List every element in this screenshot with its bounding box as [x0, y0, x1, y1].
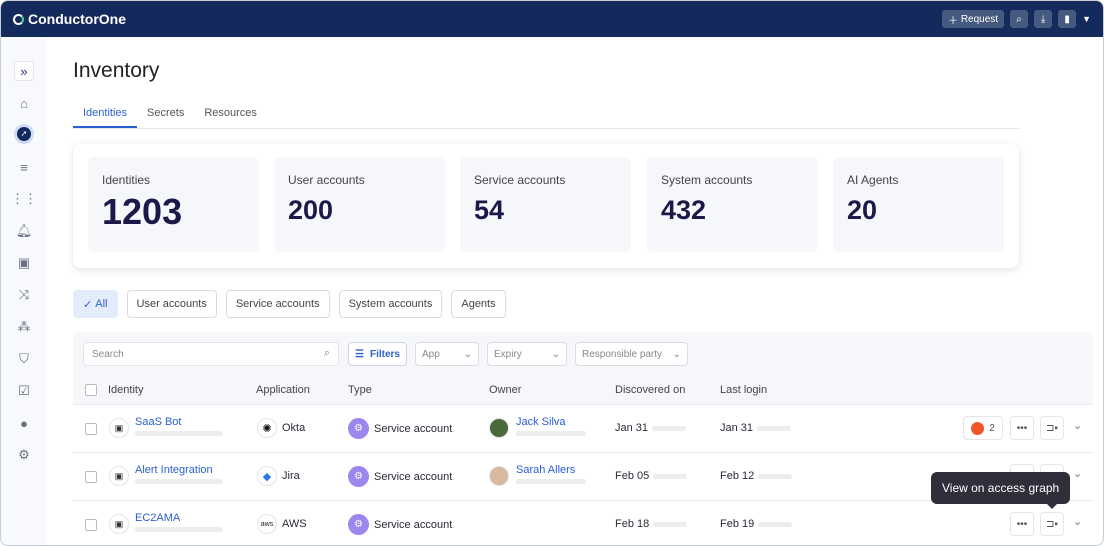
sliders-icon: ☰	[355, 349, 364, 360]
caret-down-icon[interactable]: ▼	[1082, 14, 1091, 24]
stats-card: Identities 1203 User accounts 200 Service …	[73, 144, 1019, 268]
directory-icon[interactable]: ▣	[17, 255, 31, 270]
chip-agents[interactable]: Agents	[451, 290, 506, 318]
access-graph-button[interactable]: ⊐▪	[1040, 512, 1064, 536]
stat-user-accounts: User accounts 200	[274, 157, 445, 252]
page-title: Inventory	[73, 59, 160, 82]
filter-chips: ✓ All User accounts Service accounts Sys…	[73, 290, 506, 318]
service-account-icon: ⚙	[348, 466, 369, 487]
alert-icon[interactable]: 🔔︎	[15, 223, 33, 238]
tab-resources[interactable]: Resources	[204, 107, 257, 119]
table-row[interactable]: ▣ SaaS Bot ✺ Okta ⚙ Service account Jack …	[73, 404, 1093, 452]
expand-row-chevron-icon[interactable]: ⌄	[1073, 420, 1083, 432]
apps-icon[interactable]: ⋮⋮	[11, 191, 37, 206]
row-checkbox[interactable]	[85, 519, 97, 531]
avatar	[489, 466, 509, 486]
gear-icon[interactable]: ⚙	[18, 447, 30, 462]
chevron-down-icon: ⌄	[463, 349, 472, 360]
bot-icon: ▣	[109, 514, 129, 534]
identity-link[interactable]: SaaS Bot	[135, 416, 182, 428]
identity-link[interactable]: EC2AMA	[135, 512, 181, 524]
expand-row-chevron-icon[interactable]: ⌄	[1073, 468, 1083, 480]
more-options-button[interactable]: •••	[1010, 512, 1034, 536]
app-logo-icon: ◆	[257, 466, 277, 486]
form-check-icon[interactable]: ☑	[18, 383, 30, 398]
app-logo-icon: ✺	[257, 418, 277, 438]
book-icon[interactable]: ▮	[1058, 10, 1077, 28]
chevron-down-icon: ⌄	[672, 349, 681, 360]
compass-icon[interactable]: ➚	[14, 124, 34, 144]
expand-row-chevron-icon[interactable]: ⌄	[1073, 516, 1083, 528]
users-icon[interactable]: ⁂	[17, 319, 31, 334]
search-icon[interactable]: ⌕	[1010, 10, 1029, 28]
alerts-button[interactable]: 2	[963, 416, 1003, 440]
stat-ai-agents: AI Agents 20	[833, 157, 1004, 252]
table-row[interactable]: ▣ Alert Integration ◆ Jira ⚙ Service acco…	[73, 452, 1093, 500]
table-header: Identity Application Type Owner Discover…	[73, 376, 1093, 404]
person-icon[interactable]: ●	[20, 415, 28, 431]
expiry-dropdown[interactable]: Expiry ⌄	[487, 342, 567, 366]
bot-icon: ▣	[109, 466, 129, 486]
stat-service-accounts: Service accounts 54	[460, 157, 631, 252]
expand-icon[interactable]: »	[14, 61, 34, 81]
filters-button[interactable]: ☰ Filters	[348, 342, 407, 366]
app-logo-icon: aws	[257, 514, 277, 534]
owner-link[interactable]: Sarah Allers	[516, 464, 576, 476]
alert-icon	[971, 421, 985, 435]
request-button[interactable]: ＋ Request	[942, 10, 1005, 28]
tab-secrets[interactable]: Secrets	[147, 107, 185, 119]
avatar	[489, 418, 509, 438]
download-icon[interactable]: ⤓	[1034, 10, 1053, 28]
bot-icon: ▣	[109, 418, 129, 438]
chevron-down-icon: ⌄	[551, 349, 560, 360]
shield-search-icon[interactable]: ⛉	[19, 351, 29, 366]
top-bar: ConductorOne ＋ Request ⌕ ⤓ ▮ ▼	[1, 1, 1103, 37]
responsible-party-dropdown[interactable]: Responsible party ⌄	[575, 342, 688, 366]
row-checkbox[interactable]	[85, 471, 97, 483]
app-dropdown[interactable]: App ⌄	[415, 342, 479, 366]
chip-system-accounts[interactable]: System accounts	[338, 290, 443, 318]
chip-service-accounts[interactable]: Service accounts	[225, 290, 330, 318]
chip-user-accounts[interactable]: User accounts	[126, 290, 217, 318]
row-checkbox[interactable]	[85, 423, 97, 435]
table-row[interactable]: ▣ EC2AMA aws AWS ⚙ Service account Feb 18 …	[73, 500, 1093, 545]
identities-table: Search ⌕ ☰ Filters App ⌄ Expiry ⌄ Responsibl…	[73, 332, 1093, 545]
workflow-icon[interactable]: ⤨	[18, 287, 30, 302]
tab-identities[interactable]: Identities	[73, 103, 138, 128]
tooltip: View on access graph	[931, 472, 1071, 509]
owner-link[interactable]: Jack Silva	[516, 416, 566, 428]
stat-identities: Identities 1203	[88, 157, 259, 252]
home-icon[interactable]: ⌂	[20, 95, 28, 111]
tasks-icon[interactable]: ≡	[20, 159, 28, 175]
access-graph-button[interactable]: ⊐▪	[1040, 416, 1064, 440]
identity-link[interactable]: Alert Integration	[135, 464, 213, 476]
sidebar: » ⌂ ➚ ≡ ⋮⋮ 🔔︎ ▣ ⤨ ⁂ ⛉ ☑ ● ⚙	[1, 37, 47, 545]
logo[interactable]: ConductorOne	[13, 11, 126, 27]
tabs: Identities Secrets Resources	[73, 103, 1019, 129]
service-account-icon: ⚙	[348, 418, 369, 439]
stat-system-accounts: System accounts 432	[647, 157, 818, 252]
search-input[interactable]: Search ⌕	[83, 342, 339, 366]
chip-all[interactable]: ✓ All	[73, 290, 118, 318]
more-options-button[interactable]: •••	[1010, 416, 1034, 440]
service-account-icon: ⚙	[348, 514, 369, 535]
search-icon: ⌕	[323, 347, 330, 359]
select-all-checkbox[interactable]	[85, 384, 97, 396]
